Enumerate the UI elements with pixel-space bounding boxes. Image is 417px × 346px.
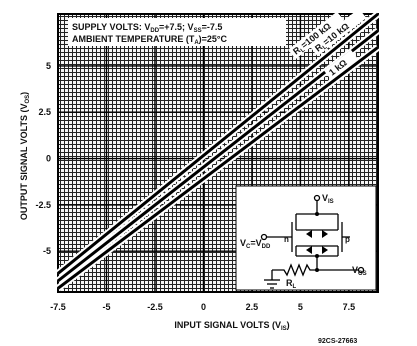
y-tick-label: 2.5	[38, 107, 51, 117]
y-tick-label: 5	[46, 61, 51, 71]
y-tick-labels: 5 2.5 0 -2.5 -5	[35, 61, 51, 256]
y-axis-title: OUTPUT SIGNAL VOLTS (VOS)	[19, 92, 31, 220]
header-line1: SUPPLY VOLTS: VDD=+7.5; VSS=-7.5	[72, 22, 222, 34]
y-tick-label: -2.5	[35, 200, 51, 210]
header-line2: AMBIENT TEMPERATURE (TA)=25°C	[72, 34, 228, 46]
inset-rl-label: RL	[286, 278, 297, 290]
series-layer	[55, 11, 381, 292]
series-line-1	[57, 29, 379, 283]
x-tick-label: 5	[298, 302, 303, 312]
header-box	[68, 18, 286, 46]
inset-vos-label: VOS	[352, 265, 367, 277]
y-tick-label: 0	[46, 154, 51, 164]
x-tick-label: 2.5	[246, 302, 259, 312]
x-tick-label: -5	[102, 302, 110, 312]
plot-frame	[57, 13, 379, 293]
x-tick-labels: -7.5 -5 -2.5 0 2.5 5 7.5	[50, 302, 355, 312]
figure-id: 92CS-27663	[318, 338, 357, 345]
series-line-2	[57, 46, 379, 290]
inset-circuit: VIS VC=VDD VOS RL n p	[235, 185, 377, 291]
inset-vc-label: VC=VDD	[240, 238, 271, 250]
inset-box	[235, 185, 377, 291]
y-tick-label: -5	[43, 246, 51, 256]
x-tick-label: 0	[201, 302, 206, 312]
x-tick-label: -7.5	[50, 302, 66, 312]
series-line-0	[57, 12, 379, 275]
inset-p-label: p	[345, 235, 350, 244]
inset-vis-label: VIS	[322, 193, 334, 205]
x-tick-label: -2.5	[147, 302, 163, 312]
x-tick-label: 7.5	[343, 302, 356, 312]
x-axis-title: INPUT SIGNAL VOLTS (VIS)	[174, 320, 289, 332]
inset-n-label: n	[284, 235, 289, 244]
